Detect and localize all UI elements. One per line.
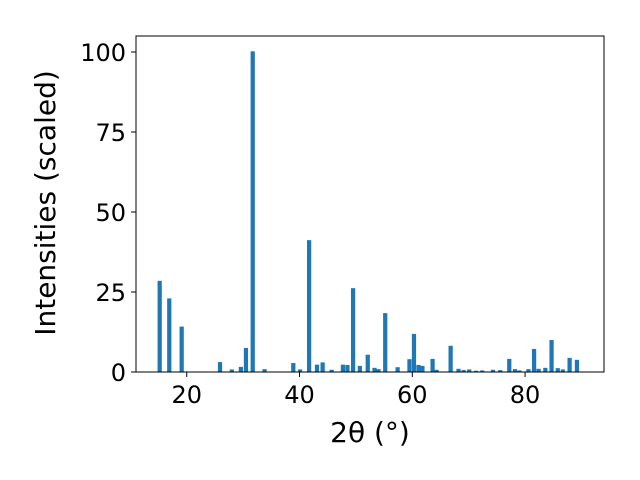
x-axis: 20 40 60 80 xyxy=(171,372,540,409)
bar xyxy=(555,368,560,372)
bar xyxy=(430,358,435,372)
bar xyxy=(574,359,580,372)
bar xyxy=(306,240,312,372)
y-tick-label: 25 xyxy=(95,279,126,307)
bar xyxy=(297,369,303,372)
y-tick-label: 0 xyxy=(111,359,126,387)
bar xyxy=(456,368,461,372)
bar xyxy=(357,365,362,372)
y-axis-label: Intensities (scaled) xyxy=(29,70,62,336)
bar xyxy=(560,369,565,372)
bar xyxy=(543,367,548,372)
x-tick-label: 20 xyxy=(171,381,202,409)
y-tick-label: 75 xyxy=(95,119,126,147)
plot-frame xyxy=(135,35,605,373)
x-tick-label: 60 xyxy=(397,381,428,409)
bar xyxy=(536,368,541,372)
bar xyxy=(383,313,388,372)
x-axis-label: 2θ (°) xyxy=(330,416,410,449)
y-axis: 0 25 50 75 100 xyxy=(80,39,136,387)
bar xyxy=(350,288,356,372)
bar xyxy=(320,362,325,372)
bar xyxy=(243,348,249,372)
bar xyxy=(567,357,572,372)
bar xyxy=(217,362,223,372)
bar xyxy=(179,326,184,372)
bar xyxy=(291,363,296,372)
bar xyxy=(376,369,381,372)
x-tick-label: 80 xyxy=(510,381,541,409)
bar xyxy=(262,369,267,372)
bar xyxy=(395,367,400,372)
bar xyxy=(167,298,172,372)
bar xyxy=(157,280,162,372)
bar xyxy=(314,364,320,372)
bar xyxy=(512,369,518,372)
bars-group xyxy=(157,51,580,373)
bar xyxy=(517,370,522,372)
bar xyxy=(345,364,350,372)
bar xyxy=(461,370,466,372)
bar xyxy=(434,369,439,372)
bar xyxy=(340,364,346,372)
bar xyxy=(420,365,425,372)
bar xyxy=(526,369,531,372)
bar xyxy=(407,359,412,372)
bar xyxy=(229,369,234,372)
bar xyxy=(507,358,512,372)
bar xyxy=(238,366,243,372)
x-tick-label: 40 xyxy=(284,381,315,409)
bar xyxy=(448,345,453,372)
bar xyxy=(372,367,377,372)
bar xyxy=(531,348,537,372)
bar xyxy=(480,370,485,372)
bar xyxy=(365,354,370,372)
bar xyxy=(411,333,417,372)
bar xyxy=(416,364,421,372)
y-tick-label: 100 xyxy=(80,39,126,67)
bar xyxy=(250,51,255,373)
bar xyxy=(467,369,472,372)
bar xyxy=(549,340,554,372)
bar xyxy=(498,370,503,372)
y-tick-label: 50 xyxy=(95,199,126,227)
bar xyxy=(473,370,479,372)
bar xyxy=(490,369,496,372)
bar xyxy=(329,369,334,372)
